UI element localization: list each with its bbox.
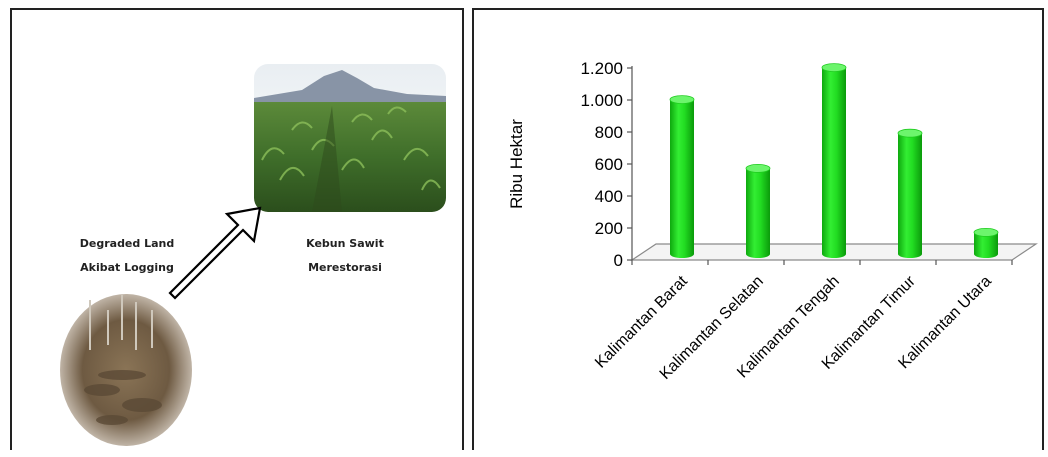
bar [821,63,847,258]
bar-top [745,163,771,173]
transition-arrow-icon [168,206,262,300]
palm-plantation-caption: Kebun Sawit Merestorasi [290,232,400,280]
palm-plantation-caption-line1: Kebun Sawit [306,237,384,250]
bar-body [670,99,694,258]
bar [897,128,923,258]
y-axis-label: Ribu Hektar [507,119,526,209]
y-tick-label: 1.200 [580,59,623,78]
bar-body [974,232,998,258]
bar-top [973,227,999,237]
degraded-land-caption: Degraded Land Akibat Logging [62,232,192,280]
y-tick-label: 1.000 [580,91,623,110]
bar [973,227,999,258]
bar-top [897,128,923,138]
bar-top [669,95,695,104]
degraded-land-caption-line1: Degraded Land [79,237,175,250]
bar [745,163,771,258]
illustration-svg [60,64,446,446]
bar [669,95,695,258]
palm-plantation-image [254,64,446,212]
bar-body [822,67,846,258]
y-tick-label: 400 [595,187,623,206]
y-tick-label: 800 [595,123,623,142]
chart-bars [669,63,999,258]
chart-panel: 0 200 400 600 800 1.000 1.200 Kalimantan Barat K… [472,8,1044,450]
palm-plantation-caption-line2: Merestorasi [308,261,382,274]
degraded-land-caption-line2: Akibat Logging [80,261,174,274]
chart-axes [627,66,1013,265]
y-tick-label: 200 [595,219,623,238]
illustration-panel: Degraded Land Akibat Logging Kebun Sawit… [10,8,464,450]
bar-body [898,133,922,258]
degraded-land-image [60,294,192,446]
bar-top [821,63,847,72]
y-tick-label: 0 [614,251,623,270]
bar-body [746,168,770,258]
y-tick-label: 600 [595,155,623,174]
